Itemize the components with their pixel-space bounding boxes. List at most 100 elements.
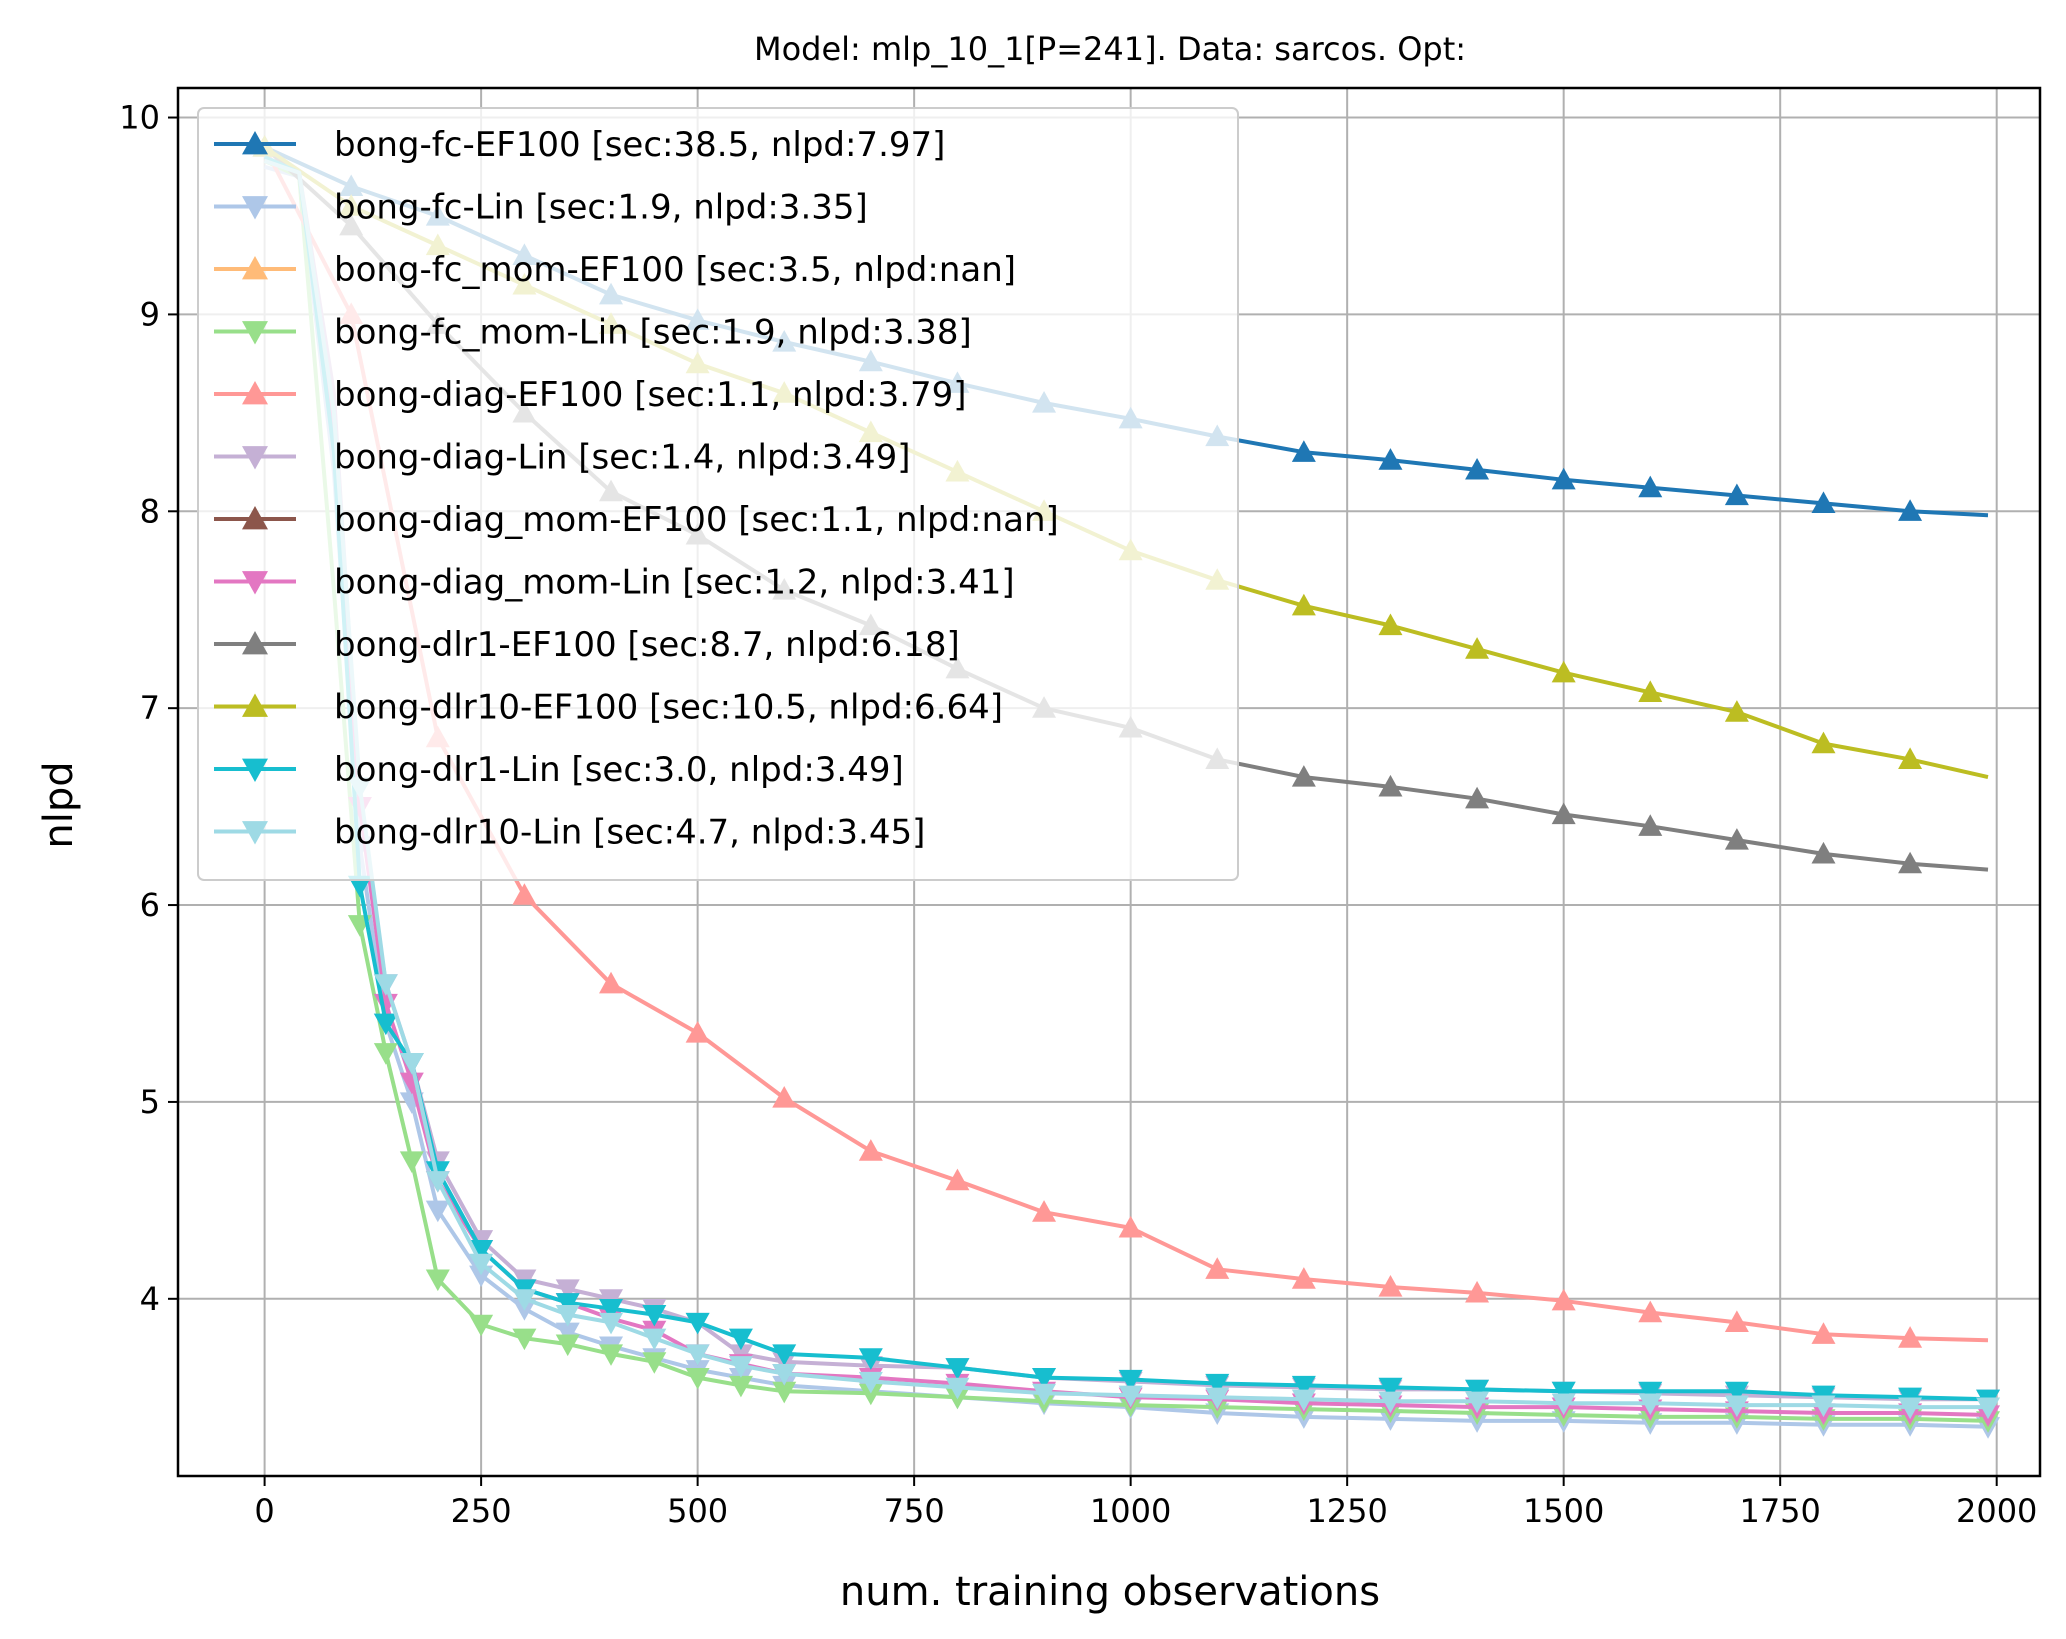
data-point bbox=[1898, 1397, 1923, 1420]
legend-swatch-marker bbox=[242, 131, 268, 155]
legend-label: bong-dlr1-Lin [sec:3.0, nlpd:3.49] bbox=[334, 750, 904, 790]
legend-label: bong-dlr10-Lin [sec:4.7, nlpd:3.45] bbox=[334, 813, 925, 853]
data-point bbox=[1638, 814, 1663, 836]
y-tick-label: 6 bbox=[140, 886, 160, 924]
legend-label: bong-dlr1-EF100 [sec:8.7, nlpd:6.18] bbox=[334, 625, 960, 665]
data-point bbox=[1465, 1391, 1490, 1414]
legend-swatch-marker bbox=[242, 693, 268, 717]
data-point bbox=[1378, 1377, 1403, 1400]
series-4 bbox=[252, 135, 1989, 1348]
legend-swatch-marker bbox=[242, 506, 268, 530]
legend-label: bong-diag_mom-EF100 [sec:1.1, nlpd:nan] bbox=[334, 500, 1059, 540]
x-tick-label: 0 bbox=[254, 1492, 274, 1530]
legend-item: bong-fc_mom-Lin [sec:1.9, nlpd:3.38] bbox=[214, 313, 972, 353]
x-tick-label: 1250 bbox=[1306, 1492, 1387, 1530]
legend-label: bong-dlr10-EF100 [sec:10.5, nlpd:6.64] bbox=[334, 688, 1003, 728]
data-point bbox=[1724, 483, 1749, 506]
data-point bbox=[858, 1139, 883, 1161]
legend-label: bong-fc-Lin [sec:1.9, nlpd:3.35] bbox=[334, 188, 868, 228]
data-point bbox=[1551, 802, 1576, 825]
data-point bbox=[469, 1265, 494, 1288]
legend-item: bong-fc_mom-EF100 [sec:3.5, nlpd:nan] bbox=[214, 250, 1016, 290]
data-point bbox=[1898, 851, 1923, 874]
legend-item: bong-dlr10-EF100 [sec:10.5, nlpd:6.64] bbox=[214, 688, 1003, 728]
data-point bbox=[1638, 1300, 1663, 1323]
data-point bbox=[1032, 1200, 1057, 1222]
y-tick-label: 10 bbox=[119, 99, 160, 137]
data-point bbox=[1291, 1375, 1316, 1398]
legend-item: bong-diag_mom-EF100 [sec:1.1, nlpd:nan] bbox=[214, 500, 1059, 540]
x-tick-label: 1000 bbox=[1090, 1492, 1171, 1530]
legend-item: bong-fc-Lin [sec:1.9, nlpd:3.35] bbox=[214, 188, 868, 228]
legend-swatch-marker bbox=[242, 821, 268, 845]
legend-label: bong-diag-Lin [sec:1.4, nlpd:3.49] bbox=[334, 438, 911, 478]
legend-item: bong-dlr1-EF100 [sec:8.7, nlpd:6.18] bbox=[214, 625, 960, 665]
data-point bbox=[1724, 1310, 1749, 1333]
legend-item: bong-diag-EF100 [sec:1.1, nlpd:3.79] bbox=[214, 375, 967, 415]
data-point bbox=[1291, 440, 1316, 462]
data-point bbox=[1118, 1385, 1143, 1408]
data-point bbox=[1465, 1379, 1490, 1402]
plot-frame bbox=[176, 86, 2042, 1478]
data-point bbox=[1724, 1381, 1749, 1404]
data-point bbox=[399, 1052, 424, 1075]
data-point bbox=[772, 1364, 797, 1386]
data-point bbox=[1032, 1367, 1057, 1390]
legend-label: bong-fc-EF100 [sec:38.5, nlpd:7.97] bbox=[334, 125, 945, 165]
data-point bbox=[373, 974, 398, 996]
data-point bbox=[425, 1269, 450, 1292]
data-point bbox=[425, 1200, 450, 1223]
data-point bbox=[858, 1348, 883, 1370]
data-point bbox=[1205, 1257, 1230, 1279]
data-point bbox=[858, 1371, 883, 1394]
y-tick-label: 5 bbox=[140, 1083, 160, 1121]
legend-swatch-marker bbox=[242, 381, 268, 405]
data-point bbox=[1898, 1326, 1923, 1348]
data-point bbox=[1291, 593, 1316, 616]
data-point bbox=[555, 1322, 580, 1345]
data-point bbox=[469, 1239, 494, 1262]
data-point bbox=[1811, 731, 1836, 754]
data-point bbox=[1118, 1215, 1143, 1238]
legend-label: bong-diag-EF100 [sec:1.1, nlpd:3.79] bbox=[334, 375, 967, 415]
data-point bbox=[512, 1328, 537, 1351]
data-point bbox=[1638, 475, 1663, 498]
data-point bbox=[1724, 1395, 1749, 1418]
data-point bbox=[1378, 613, 1403, 636]
data-point bbox=[945, 1358, 970, 1380]
data-point bbox=[1378, 448, 1403, 470]
legend-label: bong-fc_mom-EF100 [sec:3.5, nlpd:nan] bbox=[334, 250, 1016, 290]
data-point bbox=[1811, 491, 1836, 514]
y-tick-label: 8 bbox=[140, 492, 160, 530]
y-tick-label: 4 bbox=[140, 1280, 160, 1318]
legend-swatch-marker bbox=[242, 571, 268, 595]
data-point bbox=[1898, 499, 1923, 521]
data-point bbox=[1291, 1267, 1316, 1289]
data-point bbox=[1465, 457, 1490, 480]
data-point bbox=[685, 1367, 710, 1390]
data-point bbox=[1551, 1288, 1576, 1311]
y-tick-label: 9 bbox=[140, 295, 160, 333]
data-point bbox=[599, 971, 624, 994]
data-point bbox=[1811, 841, 1836, 864]
data-point bbox=[347, 875, 372, 898]
legend-swatch-marker bbox=[242, 321, 268, 345]
x-tick-label: 500 bbox=[667, 1492, 728, 1530]
data-point bbox=[1724, 700, 1749, 722]
data-point bbox=[1291, 765, 1316, 787]
series-11 bbox=[263, 158, 2001, 1420]
ticks: 0 250 500 750 1000 1250 1500 1750 2000 4 5 6 7 8 9 10 bbox=[119, 99, 2037, 1530]
data-point bbox=[1811, 1322, 1836, 1344]
y-axis-title: nlpd bbox=[36, 761, 82, 848]
data-point bbox=[1465, 786, 1490, 809]
chart-title: Model: mlp_10_1[P=241]. Data: sarcos. Op… bbox=[754, 30, 1466, 68]
legend-swatch-marker bbox=[242, 196, 268, 220]
data-point bbox=[728, 1356, 753, 1378]
data-point bbox=[399, 1072, 424, 1095]
data-point bbox=[642, 1328, 667, 1351]
data-point bbox=[512, 883, 537, 905]
data-point bbox=[1551, 467, 1576, 490]
data-point bbox=[555, 1304, 580, 1327]
x-tick-label: 250 bbox=[451, 1492, 512, 1530]
